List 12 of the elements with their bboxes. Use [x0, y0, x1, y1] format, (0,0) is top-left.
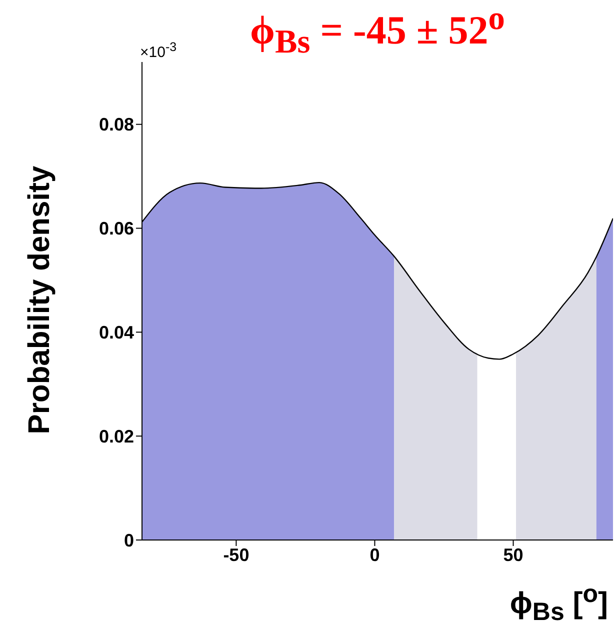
y-tick-label: 0.02	[98, 426, 134, 446]
y-tick-label: 0.08	[98, 114, 134, 135]
y-tick-label: 0.06	[98, 218, 134, 239]
y-tick-label: 0	[124, 530, 134, 550]
x-tick-label: -50	[223, 544, 250, 565]
x-tick-label: 0	[370, 544, 380, 565]
text: ×10$^{-3}$	[140, 40, 177, 61]
chart-title: ϕ$_{Bs}$ = -45 ± 52$^{o}$	[250, 0, 505, 60]
y-axis-title: Probability density	[23, 166, 57, 434]
x-axis-title: ϕ$_{Bs}$ [$^{o}$]	[510, 580, 608, 627]
x-tick-label: 50	[503, 544, 524, 565]
y-tick-label: 0.04	[98, 322, 134, 343]
